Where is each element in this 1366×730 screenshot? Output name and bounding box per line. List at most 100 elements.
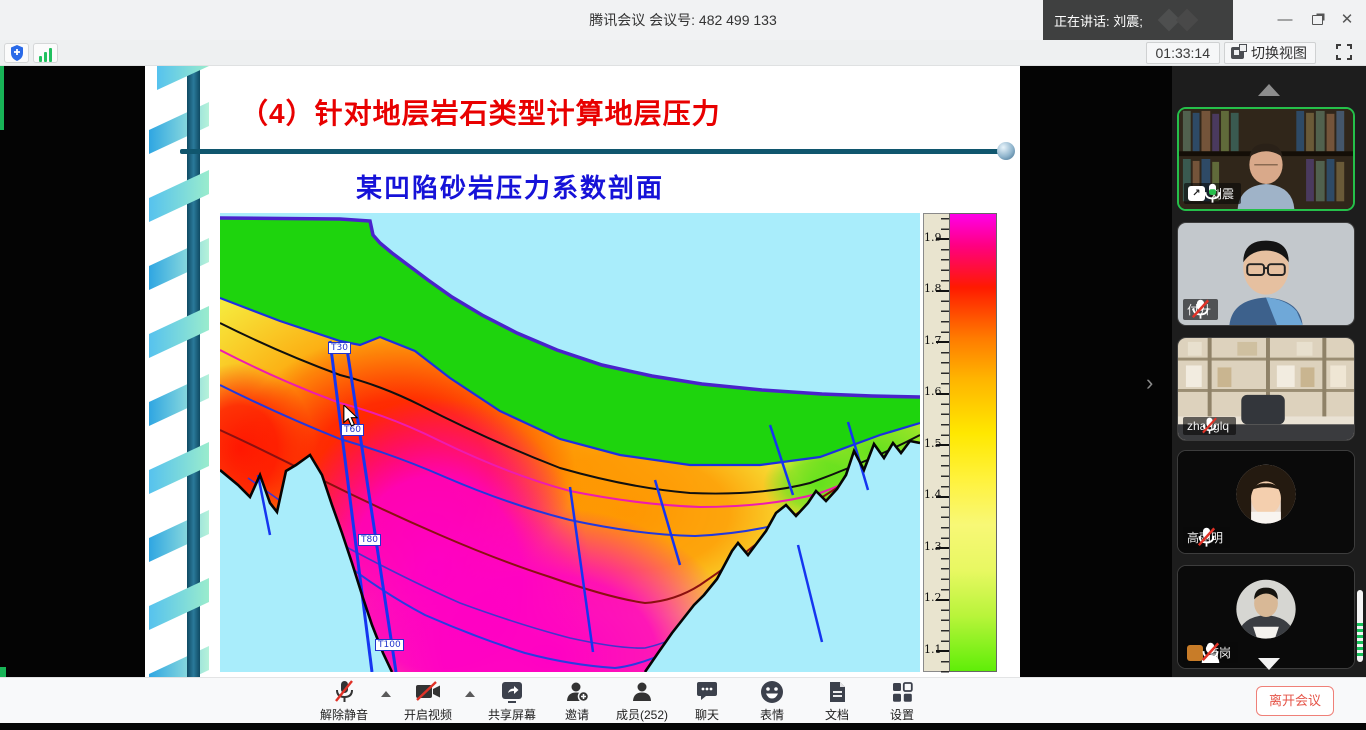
members-label: 成员(252) — [616, 708, 669, 722]
meeting-topbar: 01:33:14 切换视图 — [0, 40, 1366, 66]
scale-tick: 1.9 — [924, 231, 942, 244]
colorbar-ruler — [923, 213, 949, 673]
participant-tile-liuzhen[interactable]: ↗ 刘震 — [1177, 107, 1355, 211]
speaking-toast-text: 正在讲话: 刘震; — [1054, 13, 1143, 29]
shield-icon — [10, 45, 23, 61]
video-feed-office — [1178, 338, 1354, 440]
mic-active-icon — [1204, 183, 1221, 203]
main-content-area: › — [0, 66, 1366, 730]
mic-muted-icon — [1197, 527, 1216, 547]
switch-view-icon — [1231, 44, 1247, 59]
chat-button[interactable]: 聊天 — [681, 679, 733, 723]
invite-label: 邀请 — [564, 708, 589, 722]
bottom-strip — [0, 723, 1366, 730]
scale-tick: 1.5 — [924, 437, 942, 450]
meeting-timer: 01:33:14 — [1145, 42, 1220, 64]
participant-tile-fusheng[interactable]: 付升 — [1177, 222, 1355, 326]
chat-bubble-icon — [697, 682, 718, 700]
watermark-logo-icon — [1155, 8, 1215, 32]
members-button[interactable]: 成员(252) — [616, 679, 668, 723]
participant-tile-gaoliming[interactable]: 高丽明 — [1177, 450, 1355, 554]
leave-meeting-button[interactable]: 离开会议 — [1256, 686, 1334, 716]
invite-button[interactable]: 邀请 — [551, 679, 603, 723]
settings-grid-icon — [893, 682, 913, 702]
scale-tick: 1.7 — [924, 334, 942, 347]
slide-title: （4）针对地层岩石类型计算地层压力 — [240, 98, 721, 129]
sidebar-collapse-chevron-icon[interactable]: › — [1146, 370, 1154, 395]
meeting-toolbar: 解除静音 开启视频 — [0, 677, 1366, 723]
invite-person-icon — [567, 682, 590, 703]
horizon-label-t100: T100 — [375, 639, 404, 651]
unmute-label: 解除静音 — [319, 708, 368, 722]
minimize-button[interactable]: — — [1277, 11, 1293, 28]
window-title: 腾讯会议 会议号: 482 499 133 — [589, 12, 777, 28]
scale-tick: 1.4 — [924, 488, 942, 501]
settings-button[interactable]: 设置 — [876, 679, 928, 723]
scroll-down-arrow-icon[interactable] — [1258, 658, 1280, 670]
horizon-label-t30: T30 — [328, 342, 351, 354]
mic-muted-icon — [1202, 417, 1217, 434]
mouse-cursor — [343, 405, 359, 427]
share-screen-button[interactable]: 共享屏幕 — [486, 679, 538, 723]
restore-icon — [1311, 15, 1323, 25]
share-screen-label: 共享屏幕 — [487, 708, 536, 722]
participant-tile-zhanglq[interactable]: zhanglq — [1177, 337, 1355, 441]
mic-muted-icon — [1201, 642, 1220, 662]
pressure-coefficient-colorbar — [949, 213, 997, 672]
signal-bars-icon — [38, 44, 53, 62]
participants-sidebar: ↗ 刘震 — [1172, 66, 1366, 677]
emoji-label: 表情 — [760, 708, 785, 722]
switch-view-button[interactable]: 切换视图 — [1224, 42, 1316, 64]
scale-tick: 1.8 — [924, 282, 942, 295]
fullscreen-button[interactable] — [1336, 44, 1352, 60]
emoji-button[interactable]: 表情 — [746, 679, 798, 723]
slide-subtitle: 某凹陷砂岩压力系数剖面 — [355, 173, 664, 203]
start-video-button[interactable]: 开启视频 — [402, 679, 454, 723]
horizon-label-t80: T80 — [358, 534, 381, 546]
slide-left-ribbon-decoration — [149, 66, 209, 677]
scale-tick: 1.2 — [924, 591, 942, 604]
scroll-up-arrow-icon[interactable] — [1258, 84, 1280, 96]
screen-share-edge-marker-2 — [0, 667, 6, 677]
screen-share-edge-marker — [0, 66, 4, 130]
share-screen-icon — [502, 682, 522, 703]
chat-label: 聊天 — [695, 708, 720, 722]
camera-off-icon — [416, 681, 440, 701]
window-titlebar: 腾讯会议 会议号: 482 499 133 正在讲话: 刘震; — ✕ — [0, 0, 1366, 40]
participant-name-chip: 高丽明 — [1183, 527, 1231, 548]
network-status-button[interactable] — [33, 43, 58, 63]
start-video-label: 开启视频 — [403, 708, 452, 722]
scale-tick: 1.3 — [924, 540, 942, 553]
switch-view-label: 切换视图 — [1251, 45, 1307, 61]
ruler-minor-ticks — [941, 214, 949, 673]
meeting-security-button[interactable] — [4, 43, 29, 63]
document-icon — [830, 682, 846, 702]
scale-tick: 1.1 — [924, 643, 942, 656]
shared-screen-slide: （4）针对地层岩石类型计算地层压力 某凹陷砂岩压力系数剖面 — [145, 66, 1020, 677]
participant-name-chip: ↗ 刘震 — [1184, 183, 1242, 204]
emoji-smiley-icon — [761, 681, 784, 703]
slide-divider-line — [180, 149, 1002, 154]
video-options-caret[interactable] — [465, 691, 475, 697]
participant-tile-gaogang[interactable]: 高岗 — [1177, 565, 1355, 669]
docs-label: 文档 — [825, 708, 850, 722]
mic-muted-icon — [335, 680, 353, 702]
sharing-screen-badge-icon: ↗ — [1188, 186, 1205, 201]
mic-options-caret[interactable] — [381, 691, 391, 697]
pressure-coefficient-cross-section — [220, 213, 920, 672]
restore-button[interactable] — [1300, 0, 1334, 40]
speaking-toast: 正在讲话: 刘震; — [1043, 0, 1233, 40]
participant-name-chip: 付升 — [1183, 299, 1219, 320]
scale-tick: 1.6 — [924, 385, 942, 398]
slide-divider-endcap — [997, 142, 1015, 160]
unmute-button[interactable]: 解除静音 — [318, 679, 370, 723]
participant-name-chip: zhanglq — [1183, 417, 1237, 435]
participants-scrollbar[interactable] — [1357, 590, 1363, 662]
mic-muted-icon — [1191, 299, 1210, 319]
close-button[interactable]: ✕ — [1340, 11, 1354, 28]
participant-name-chip: 高岗 — [1183, 642, 1239, 663]
docs-button[interactable]: 文档 — [811, 679, 863, 723]
members-icon — [633, 682, 651, 701]
settings-label: 设置 — [890, 708, 915, 722]
